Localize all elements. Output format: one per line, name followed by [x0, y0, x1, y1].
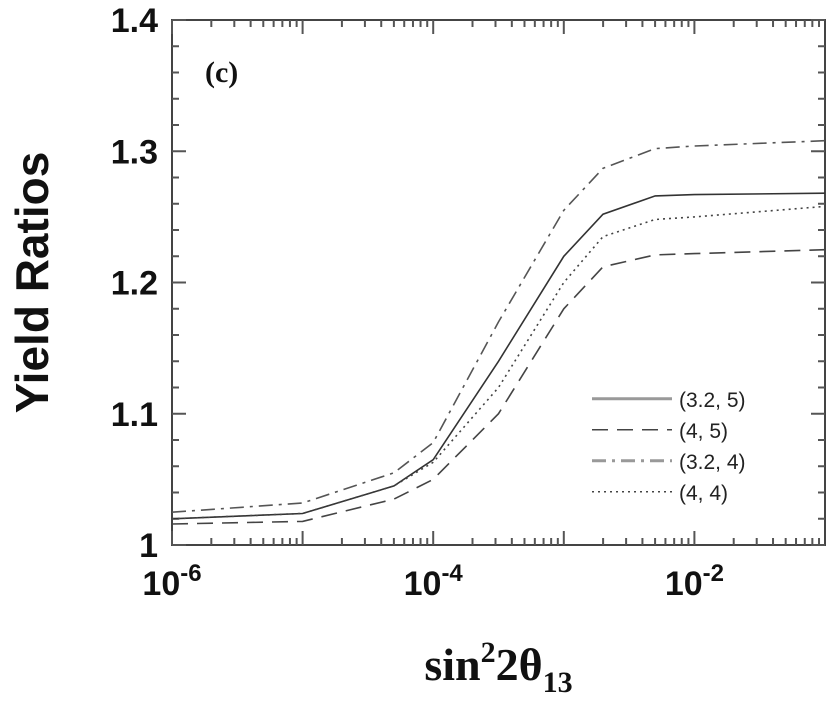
legend-label: (4, 5)	[679, 420, 728, 443]
y-tick-label: 1	[139, 527, 158, 565]
x-axis-label: sin22θ13	[424, 636, 572, 699]
y-tick-label: 1.4	[111, 2, 158, 40]
legend-label: (3.2, 4)	[679, 451, 746, 474]
series-line-3	[171, 205, 826, 520]
y-axis-label: Yield Ratios	[6, 152, 58, 414]
x-tick-label: 10-2	[665, 560, 724, 603]
y-tick-label: 1.2	[111, 265, 158, 303]
x-tick-label: 10-6	[142, 560, 201, 603]
panel-label: (c)	[205, 56, 238, 89]
legend-label: (3.2, 5)	[679, 389, 746, 412]
series-line-0	[171, 192, 826, 520]
y-tick-label: 1.1	[111, 396, 158, 434]
legend-label: (4, 4)	[679, 482, 728, 505]
y-tick-label: 1.3	[111, 133, 158, 171]
x-tick-label: 10-4	[404, 560, 464, 603]
series-line-2	[171, 139, 826, 513]
series-line-1	[171, 248, 826, 525]
